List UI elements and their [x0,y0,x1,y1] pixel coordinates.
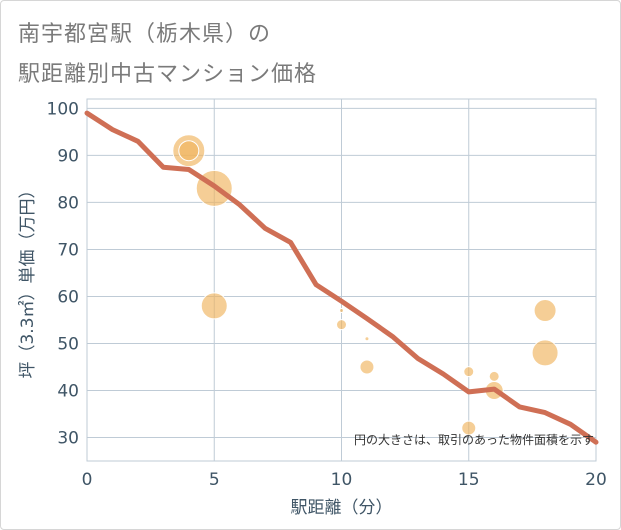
data-point [359,359,375,375]
data-point [531,339,559,367]
data-point [488,370,500,382]
x-tick-labels: 0 5 10 15 20 [82,470,607,490]
data-point [364,336,370,342]
y-tick-label: 100 [47,99,79,119]
x-axis-title: 駅距離（分） [291,498,393,518]
grid-lines [86,98,597,462]
data-point [461,420,477,436]
data-point [336,319,347,331]
data-point [463,366,475,378]
y-tick-label: 90 [57,146,79,166]
x-tick-label: 15 [458,470,480,490]
size-legend-note: 円の大きさは、取引のあった物件面積を示す [354,432,594,447]
data-point [533,299,557,323]
chart-title-line2: 駅距離別中古マンション価格 [18,62,318,87]
trend-line-group [84,110,599,445]
y-tick-label: 30 [57,428,79,448]
y-tick-label: 40 [57,381,79,401]
x-tick-label: 5 [209,470,220,490]
y-axis-title: 坪（3.3㎡）単価（万円） [18,181,38,378]
data-point [200,292,228,320]
y-tick-labels: 30 40 50 60 70 80 90 100 [47,99,79,448]
x-tick-label: 0 [82,470,93,490]
y-tick-label: 80 [57,193,79,213]
y-tick-label: 50 [57,334,79,354]
data-point [339,308,344,314]
chart-title-line1: 南宇都宮駅（栃木県）の [18,22,272,47]
trend-line [84,110,599,445]
x-tick-label: 20 [585,470,607,490]
y-tick-label: 60 [57,287,79,307]
data-point [178,140,200,162]
y-tick-label: 70 [57,240,79,260]
x-tick-label: 10 [331,470,353,490]
data-points [172,134,559,436]
